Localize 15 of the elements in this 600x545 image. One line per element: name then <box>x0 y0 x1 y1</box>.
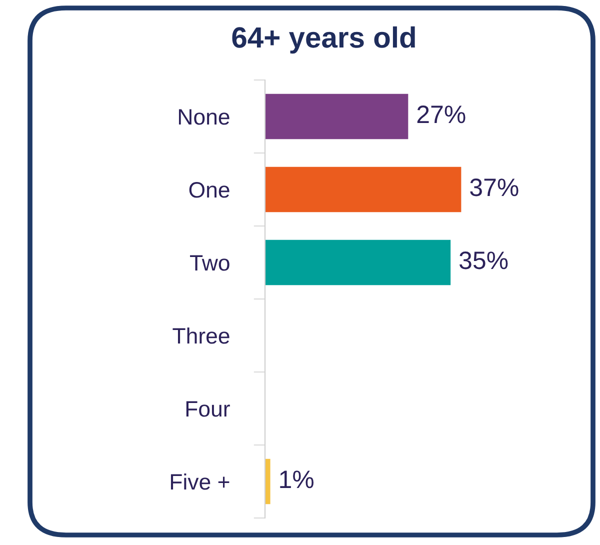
y-tick-label: One <box>189 182 230 198</box>
data-label: 1% <box>280 470 314 488</box>
y-tick-label: Three <box>172 327 230 344</box>
bar <box>265 94 408 140</box>
data-label: 27% <box>417 106 466 124</box>
y-tick-label: Two <box>190 255 230 271</box>
data-label: 37% <box>470 178 518 196</box>
chart-title: 64+ years old <box>232 26 415 54</box>
bar <box>265 166 462 212</box>
data-label: 35% <box>459 252 508 270</box>
bar <box>265 458 270 504</box>
y-tick-label: None <box>178 109 230 125</box>
bar <box>265 240 451 286</box>
y-tick-label: Four <box>186 401 230 417</box>
y-tick-label: Five + <box>170 473 230 490</box>
